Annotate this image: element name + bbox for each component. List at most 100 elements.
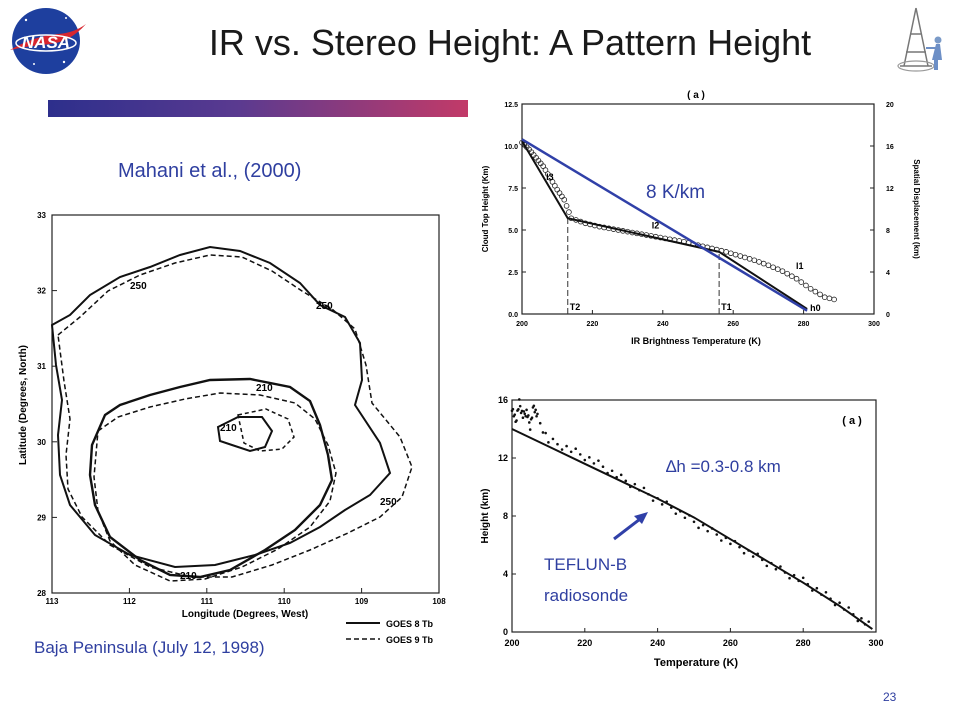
chart1-panel-label: ( a ) — [687, 90, 705, 101]
chart1-ytick-label: 10.0 — [504, 144, 518, 151]
map-xtick-label: 109 — [355, 597, 369, 606]
chart1-y2tick-label: 16 — [886, 144, 894, 151]
goes8-contour-outer — [50, 245, 392, 569]
chart1-y2label: Spatial Displacement (km) — [912, 159, 921, 259]
legend-label: GOES 9 Tb — [386, 635, 434, 645]
map-ytick-label: 29 — [37, 513, 46, 522]
map-xtick-label: 111 — [201, 597, 214, 606]
chart2-data-point — [534, 408, 537, 412]
chart2-data-point — [522, 410, 526, 413]
chart2-data-point — [547, 441, 550, 444]
chart2-data-point — [779, 565, 782, 568]
legend-label: GOES 8 Tb — [386, 619, 434, 629]
chart2-data-point — [751, 555, 755, 558]
chart2-xlabel: Temperature (K) — [654, 657, 738, 669]
chart1-data-point — [756, 259, 762, 265]
contour-map-chart: 28 29 30 31 32 33 113 112 111 110 109 108 Latitude… — [18, 211, 446, 645]
map-xtick-label: 112 — [123, 597, 136, 606]
chart1-xtick-label: 200 — [516, 321, 528, 328]
map-ytick-label: 32 — [37, 287, 46, 296]
chart2-data-point — [565, 444, 568, 448]
chart2-data-point — [692, 520, 696, 524]
chart1-threshold-label: T2 — [570, 302, 581, 312]
chart2-data-point — [517, 398, 521, 401]
chart2-data-point — [538, 421, 542, 425]
chart2-data-point — [583, 458, 587, 462]
chart2-ytick-label: 0 — [503, 627, 508, 637]
chart2-data-point — [556, 442, 559, 446]
chart2-data-point — [519, 411, 523, 415]
chart2-xtick-label: 200 — [504, 638, 519, 648]
citation-text: Mahani et al., (2000) — [118, 160, 302, 182]
chart2-ytick-label: 8 — [503, 511, 508, 521]
chart2-data-point — [515, 419, 518, 422]
chart1-y2tick-label: 8 — [886, 228, 890, 235]
chart2-data-point — [513, 413, 517, 416]
chart2-data-point — [597, 459, 600, 462]
chart1-data-point — [812, 288, 819, 295]
chart2-data-point — [619, 473, 623, 477]
map-xtick-label: 108 — [432, 597, 446, 606]
chart2-data-point — [560, 448, 564, 451]
chart2-data-point — [578, 453, 582, 456]
chart1-y2tick-label: 0 — [886, 312, 890, 319]
map-xtick-label: 113 — [46, 597, 59, 606]
chart2-frame — [511, 399, 877, 633]
chart1-data-point — [566, 209, 572, 215]
chart2-data-point — [742, 551, 746, 555]
contour-label: 250 — [316, 301, 333, 312]
chart2-data-point — [601, 465, 605, 468]
map-ytick-label: 30 — [37, 438, 46, 447]
chart2-data-point — [720, 539, 723, 542]
chart2-data-point — [683, 516, 687, 520]
chart2-data-point — [729, 542, 732, 546]
chart2-data-point — [774, 567, 778, 571]
chart1-data-point — [760, 260, 767, 267]
chart2-data-point — [521, 416, 525, 419]
map-ytick-label: 31 — [37, 362, 46, 371]
nasa-logo: NASA — [10, 8, 86, 74]
chart2-data-point — [569, 450, 573, 454]
goes9-contour-core — [237, 408, 295, 452]
contour-label: 210 — [256, 383, 273, 394]
goes9-contour-inner — [93, 392, 337, 582]
chart2-data-point — [660, 503, 664, 506]
slide-title: IR vs. Stereo Height: A Pattern Height — [208, 22, 812, 63]
chart1-data-point — [803, 282, 809, 289]
chart2-data-point — [532, 404, 536, 408]
chart1-data-point — [798, 279, 805, 285]
map-caption: Baja Peninsula (July 12, 1998) — [34, 638, 265, 657]
chart1-8kkm-line — [521, 138, 808, 312]
chart2-data-point — [801, 576, 805, 580]
map-xlabel: Longitude (Degrees, West) — [182, 609, 309, 620]
chart2-data-point — [651, 499, 655, 502]
nasa-logo-text: NASA — [22, 33, 70, 52]
chart1-data-point — [779, 268, 786, 274]
chart1-ylabel: Cloud Top Height (Km) — [481, 165, 490, 252]
chart2-data-point — [592, 462, 596, 465]
chart1-threshold-label: T1 — [721, 302, 732, 312]
title-accent-bar — [48, 100, 468, 117]
chart2-data-point — [541, 431, 545, 434]
chart2-data-point — [551, 437, 555, 441]
chart1-data-point — [774, 266, 781, 273]
chart2-data-point — [738, 545, 741, 549]
chart1-xtick-label: 280 — [798, 321, 810, 328]
chart2-data-point — [544, 431, 547, 435]
chart1-fit-line — [521, 140, 808, 310]
chart2-data-point — [838, 601, 841, 605]
chart2-data-point — [528, 428, 532, 431]
chart1-data-point — [793, 275, 800, 282]
chart1-segment-label: h0 — [810, 303, 821, 313]
callout-arrow-head — [634, 512, 648, 524]
chart1-ytick-label: 5.0 — [508, 228, 518, 235]
chart1-y2tick-label: 12 — [886, 186, 894, 193]
chart2-data-point — [533, 410, 537, 414]
chart2-data-point — [674, 512, 678, 515]
chart1-data-point — [784, 270, 790, 277]
goes9-contour-outer — [57, 254, 413, 578]
chart1-data-point — [751, 257, 758, 264]
chart2-xtick-label: 240 — [650, 638, 665, 648]
chart2-data-point — [610, 469, 614, 473]
chart1-segment-label: l2 — [652, 221, 660, 231]
